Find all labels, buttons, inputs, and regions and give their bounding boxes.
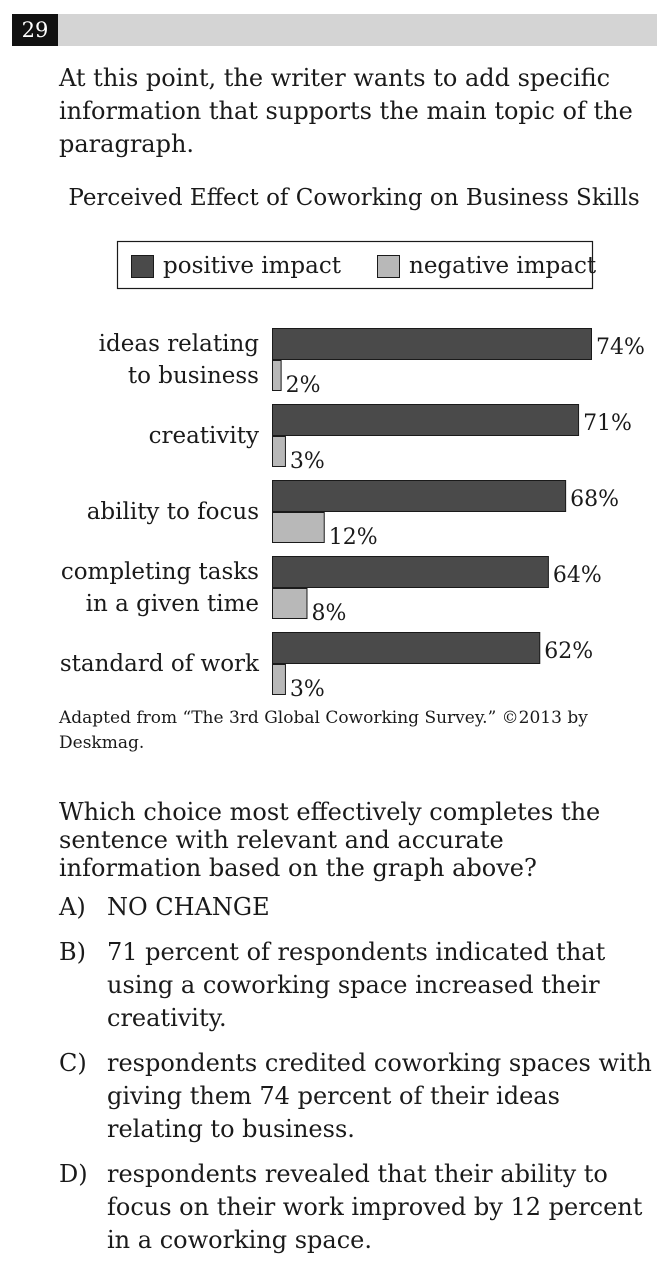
- data-label: 68%: [570, 487, 619, 512]
- bar-chart: positive impact negative impact 74% 2% ideas…: [60, 240, 645, 700]
- answer-choice-letter: D): [59, 1160, 88, 1188]
- answer-choice-text: 71 percent of respondents indicated that…: [107, 938, 606, 1032]
- legend-label-negative: negative impact: [409, 253, 597, 279]
- answer-choice-text: respondents credited coworking spaces wi…: [107, 1049, 652, 1143]
- question-intro: At this point, the writer wants to add s…: [59, 64, 633, 158]
- category-label: in a given time: [86, 591, 259, 617]
- question-header-bar: [12, 14, 657, 46]
- positive-bar: [272, 404, 580, 436]
- negative-bar: [272, 436, 286, 467]
- positive-bar: [272, 556, 549, 588]
- answer-choice-d[interactable]: D) respondents revealed that their abilit…: [59, 1158, 659, 1257]
- answer-choice-text: respondents revealed that their ability …: [107, 1160, 643, 1254]
- data-label: 3%: [290, 449, 325, 474]
- chart-source-note: Adapted from “The 3rd Global Coworking S…: [59, 708, 588, 753]
- legend-swatch-positive: [131, 255, 154, 278]
- data-label: 12%: [329, 525, 378, 550]
- legend-swatch-negative: [377, 255, 400, 278]
- question-prompt: Which choice most effectively completes …: [59, 798, 601, 882]
- category-label: to business: [128, 363, 259, 389]
- data-label: 71%: [583, 411, 632, 436]
- answer-choice-letter: B): [59, 938, 86, 966]
- answer-choice-b[interactable]: B) 71 percent of respondents indicated th…: [59, 936, 659, 1035]
- positive-bar: [272, 328, 592, 360]
- positive-bar: [272, 480, 567, 512]
- negative-bar: [272, 360, 282, 391]
- data-label: 74%: [596, 335, 645, 360]
- negative-bar: [272, 588, 308, 619]
- data-label: 62%: [544, 639, 593, 664]
- data-label: 3%: [290, 677, 325, 700]
- answer-choice-a[interactable]: A) NO CHANGE: [59, 891, 659, 924]
- chart-title: Perceived Effect of Coworking on Busines…: [68, 185, 640, 211]
- answer-choice-letter: A): [59, 893, 86, 921]
- legend-label-positive: positive impact: [163, 253, 342, 279]
- positive-bar: [272, 632, 541, 664]
- category-label: ideas relating: [99, 331, 260, 357]
- category-label: completing tasks: [61, 559, 259, 585]
- legend-box: [116, 240, 594, 290]
- data-label: 2%: [286, 373, 321, 398]
- answer-choice-c[interactable]: C) respondents credited coworking spaces …: [59, 1047, 659, 1146]
- category-label: standard of work: [60, 651, 260, 677]
- data-label: 8%: [311, 601, 346, 626]
- negative-bar: [272, 664, 286, 695]
- negative-bar: [272, 512, 325, 543]
- question-number: 29: [12, 14, 58, 46]
- data-label: 64%: [553, 563, 602, 588]
- category-label: ability to focus: [87, 499, 259, 525]
- category-label: creativity: [149, 423, 259, 449]
- answer-choice-letter: C): [59, 1049, 87, 1077]
- answer-choices: A) NO CHANGE B) 71 percent of respondents i…: [59, 891, 659, 1269]
- answer-choice-text: NO CHANGE: [107, 893, 270, 921]
